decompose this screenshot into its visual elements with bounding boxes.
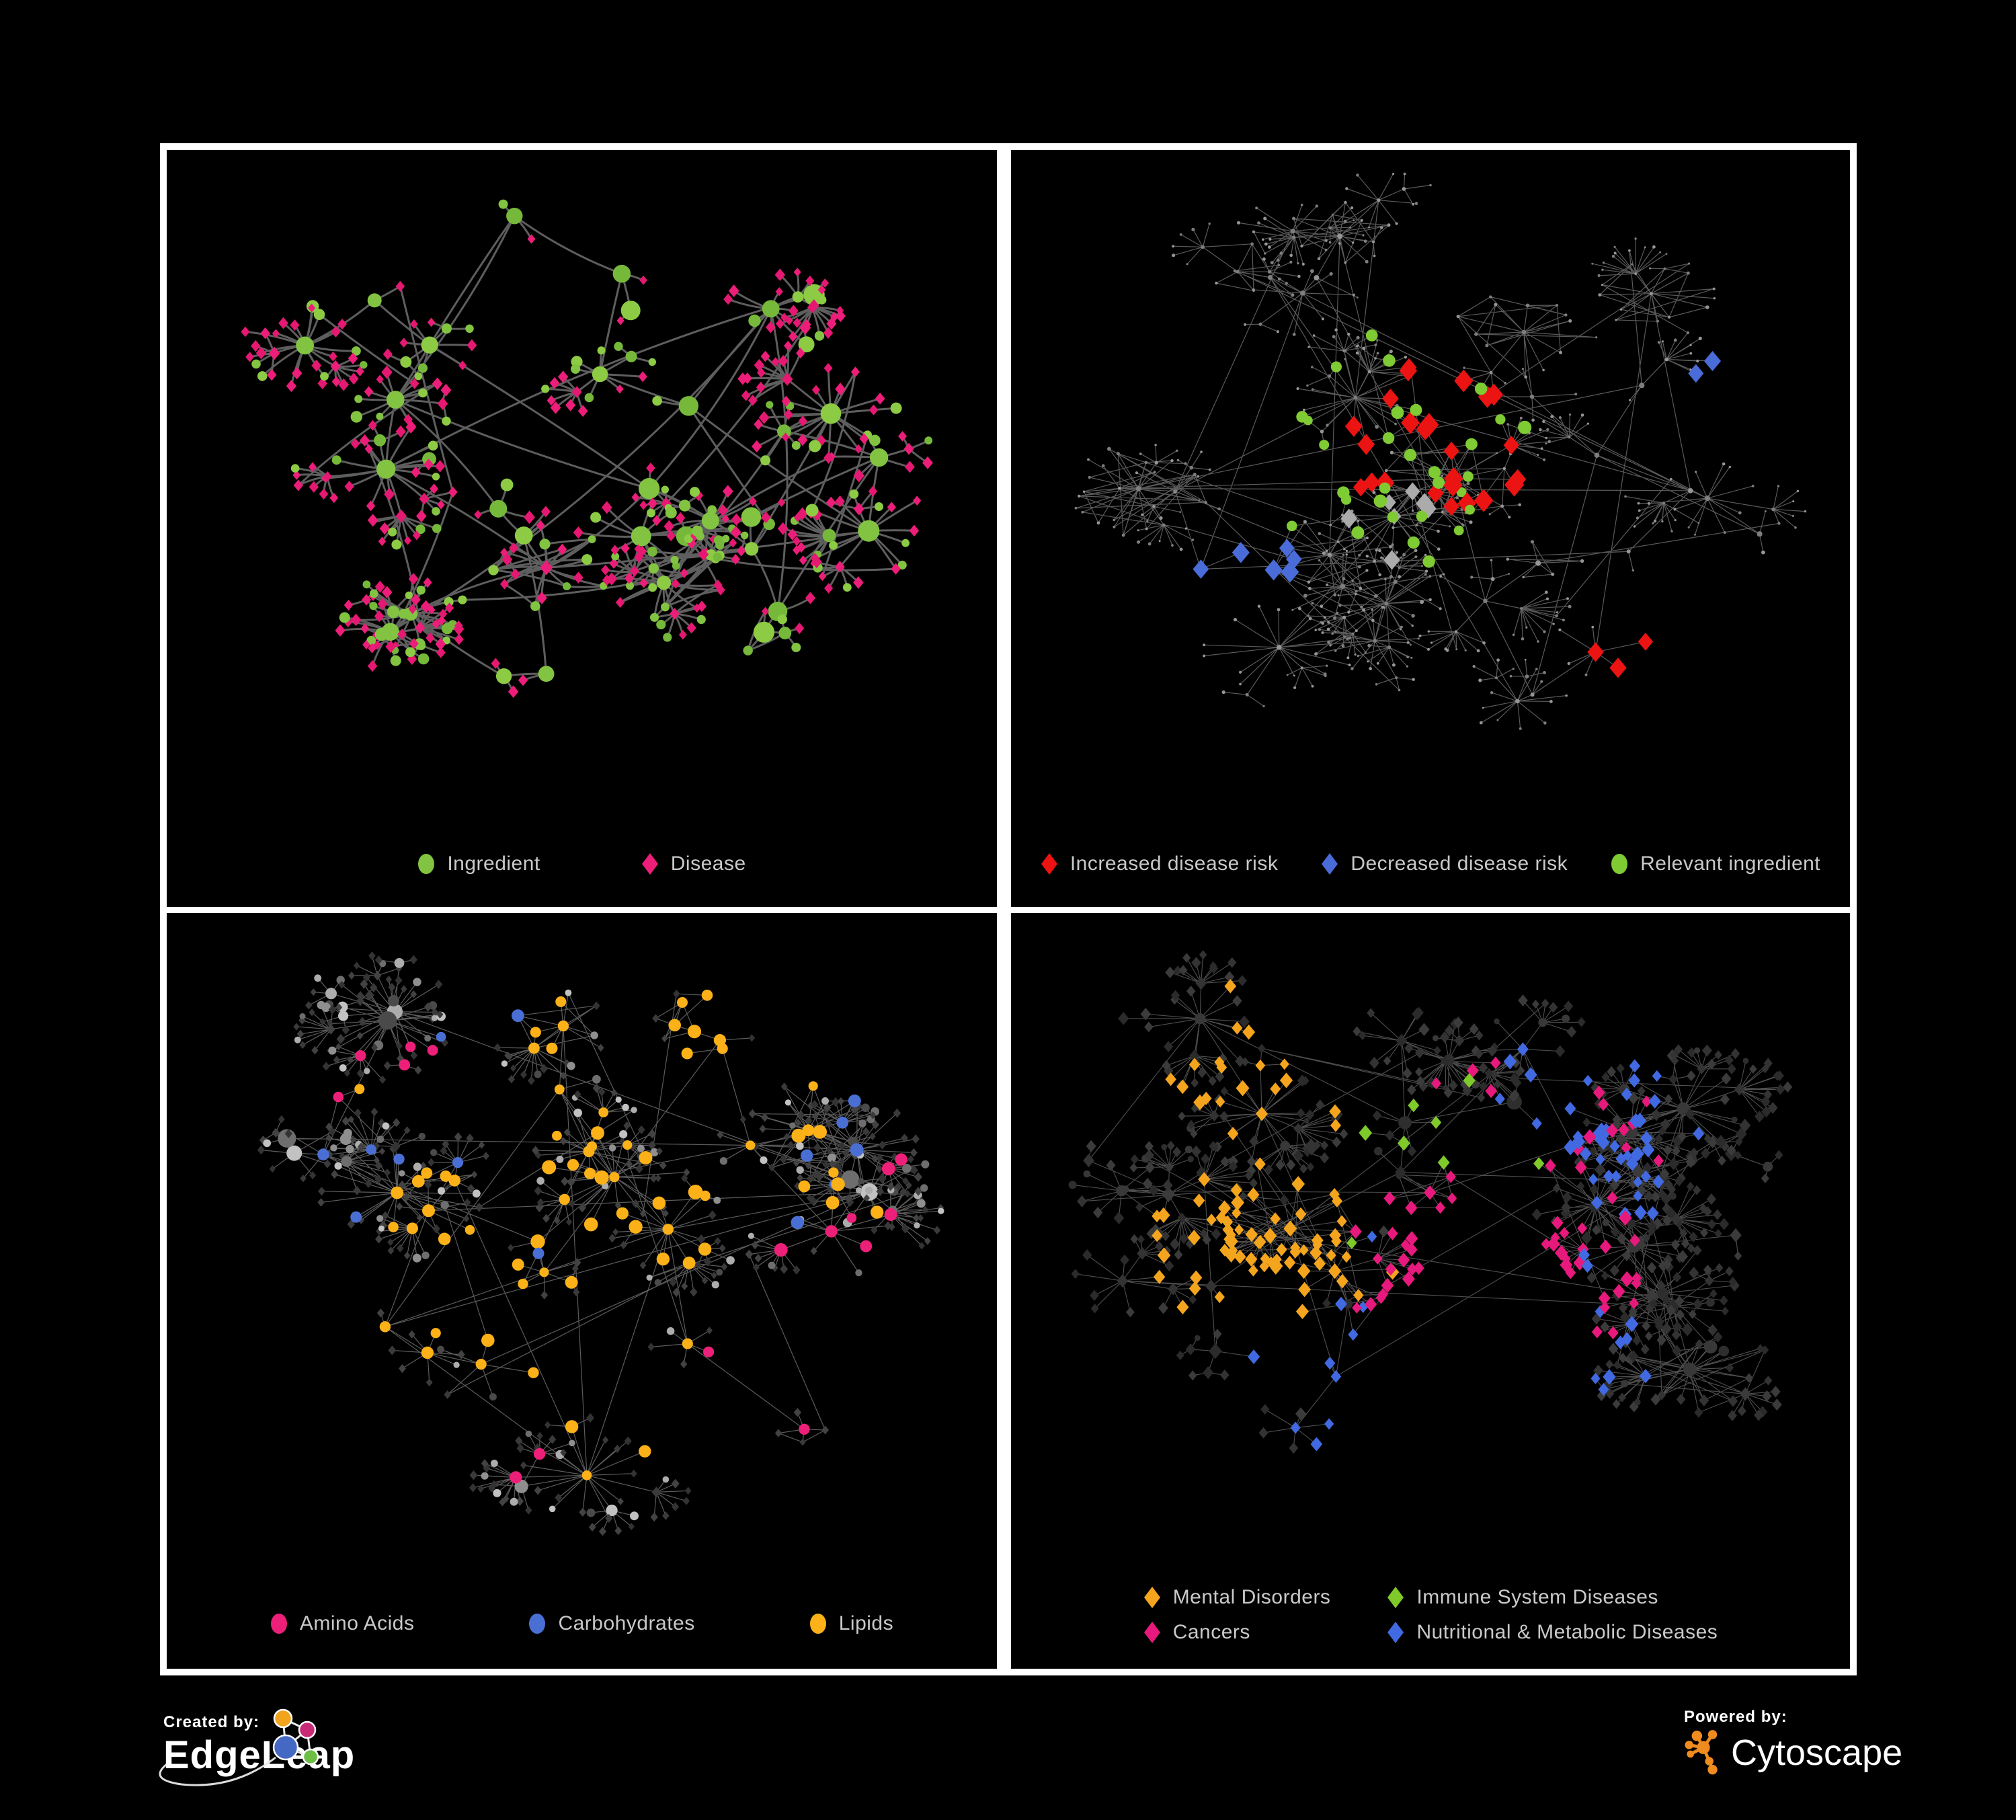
legend-swatch-circle-icon (1611, 854, 1628, 874)
legend-swatch-diamond-icon (641, 853, 658, 875)
legend-item: Decreased disease risk (1321, 853, 1568, 875)
powered-by-label: Powered by: (1684, 1708, 1787, 1726)
network-canvas-ingredient-disease (241, 199, 933, 699)
legend-item: Nutritional & Metabolic Diseases (1387, 1621, 1718, 1644)
legend-item: Disease (641, 853, 746, 875)
powered-by-block: Powered by: Cytoscape (1684, 1708, 1902, 1776)
legend-item: Cancers (1143, 1621, 1331, 1644)
legend-swatch-circle-icon (809, 1614, 826, 1634)
network-canvas-compound-classes (257, 951, 944, 1536)
created-by-label: Created by: (163, 1713, 260, 1731)
legend-item: Lipids (809, 1612, 893, 1635)
legend-item: Increased disease risk (1041, 853, 1278, 875)
network-canvas-disease-risk (1074, 172, 1807, 730)
legend-label: Relevant ingredient (1640, 853, 1821, 875)
legend-swatch-circle-icon (529, 1614, 546, 1634)
legend-label: Cancers (1172, 1621, 1250, 1643)
panel-disease-risk: Increased disease risk Decreased disease … (1011, 150, 1850, 907)
panel-compound-classes: Amino Acids Carbohydrates Lipids (167, 913, 997, 1669)
legend-swatch-circle-icon (270, 1614, 287, 1634)
legend-item: Mental Disorders (1143, 1586, 1331, 1609)
legend-item: Amino Acids (270, 1612, 415, 1635)
legend-swatch-diamond-icon (1322, 853, 1338, 875)
legend-label: Decreased disease risk (1350, 853, 1568, 875)
network-canvas-disease-categories (1068, 950, 1793, 1454)
legend-label: Mental Disorders (1172, 1586, 1331, 1608)
legend-label: Lipids (838, 1612, 894, 1634)
legend-swatch-diamond-icon (1387, 1587, 1404, 1608)
legend-swatch-diamond-icon (1387, 1622, 1404, 1643)
legend-ingredient-disease: Ingredient Disease (167, 830, 997, 907)
legend-swatch-diamond-icon (1143, 1587, 1160, 1608)
legend-swatch-diamond-icon (1041, 853, 1057, 875)
cytoscape-wordmark: Cytoscape (1731, 1733, 1903, 1773)
cytoscape-logo-icon (1685, 1730, 1718, 1775)
legend-label: Nutritional & Metabolic Diseases (1416, 1621, 1718, 1643)
legend-swatch-diamond-icon (1143, 1622, 1160, 1643)
legend-label: Carbohydrates (558, 1612, 695, 1634)
edgeleap-wordmark: EdgeLeap (163, 1733, 356, 1777)
legend-item: Carbohydrates (528, 1612, 694, 1635)
legend-label: Ingredient (447, 853, 540, 875)
panel-disease-categories: Mental Disorders Immune System Diseases Ca… (1011, 913, 1850, 1669)
legend-swatch-circle-icon (418, 854, 435, 874)
legend-label: Amino Acids (299, 1612, 415, 1634)
legend-label: Immune System Diseases (1416, 1586, 1658, 1608)
legend-disease-categories: Mental Disorders Immune System Diseases Ca… (1011, 1568, 1850, 1669)
legend-item: Relevant ingredient (1611, 853, 1820, 875)
panel-ingredient-disease: Ingredient Disease (167, 150, 997, 907)
legend-disease-risk: Increased disease risk Decreased disease … (1011, 830, 1850, 907)
legend-label: Disease (670, 853, 746, 875)
figure-frame: Ingredient Disease Increased disease risk… (160, 143, 1857, 1675)
legend-item: Ingredient (417, 853, 540, 875)
created-by-block: Created by: EdgeLeap (159, 1708, 405, 1817)
legend-label: Increased disease risk (1070, 853, 1279, 875)
legend-compound-classes: Amino Acids Carbohydrates Lipids (167, 1588, 997, 1669)
legend-item: Immune System Diseases (1387, 1586, 1718, 1609)
